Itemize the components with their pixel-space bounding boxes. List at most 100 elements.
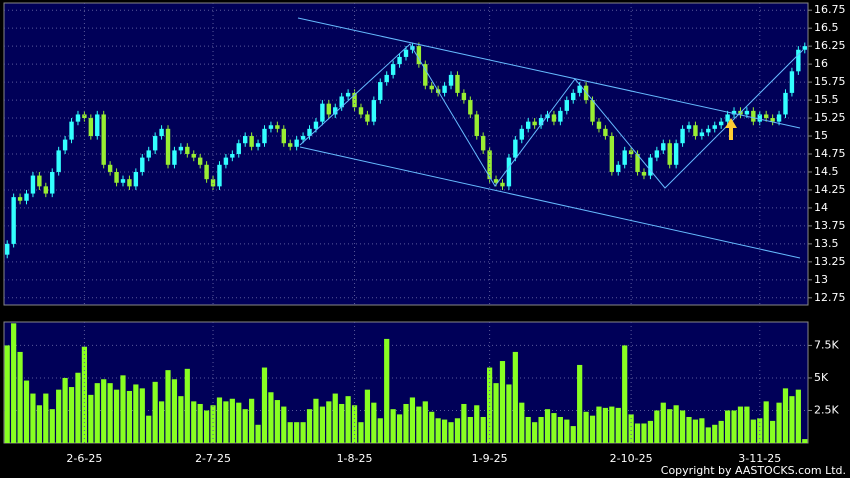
volume-bar [236, 402, 242, 443]
candle-body [603, 128, 608, 137]
volume-bar [146, 415, 152, 443]
y-tick-label: 12.75 [814, 291, 846, 304]
volume-bar [56, 389, 62, 443]
y-tick-label: 14.75 [814, 147, 846, 160]
candle-body [320, 103, 325, 122]
volume-bar [171, 379, 178, 443]
candle-body [307, 128, 312, 137]
x-tick-label: 2-7-25 [195, 452, 231, 465]
candle-body [255, 143, 261, 147]
candle-body [352, 92, 357, 108]
candle-body [262, 128, 267, 144]
volume-bar [499, 361, 506, 443]
candle-body [416, 46, 422, 65]
candle-body [75, 114, 81, 122]
y-tick-label: 13.5 [814, 237, 839, 250]
x-tick-label: 1-9-25 [472, 452, 508, 465]
volume-bar [345, 396, 351, 443]
candle-body [146, 150, 151, 158]
candle-body [526, 121, 531, 129]
channel-bottom [299, 146, 801, 259]
y-tick-label: 14.25 [814, 183, 846, 196]
candle-body [339, 96, 344, 108]
volume-bar [43, 393, 49, 443]
volume-bar [229, 398, 235, 443]
volume-bar [705, 427, 711, 443]
volume-bar [718, 420, 724, 443]
candle-body [5, 243, 10, 255]
volume-bar [107, 383, 113, 443]
candle-body [667, 143, 672, 165]
candle-body [140, 157, 145, 172]
candle-body [776, 114, 782, 122]
volume-bar [332, 393, 338, 443]
y-tick-label: 16.5 [814, 21, 839, 34]
volume-bar [268, 392, 274, 443]
volume-bar [750, 419, 756, 443]
x-tick-label: 2-6-25 [66, 452, 102, 465]
candle-body [56, 150, 61, 172]
volume-bar [519, 402, 525, 443]
candle-body [783, 92, 788, 115]
volume-bar [660, 402, 666, 443]
candle-body [403, 49, 409, 57]
y-tick-label: 15.75 [814, 75, 846, 88]
candle-body [326, 103, 332, 115]
candle-body [152, 136, 158, 151]
candle-body [268, 125, 274, 129]
volume-bar [306, 409, 313, 443]
candle-body [802, 46, 807, 50]
y-tick-label: 13.75 [814, 219, 846, 232]
volume-bar [628, 414, 634, 443]
y-tick-label: 14.5 [814, 165, 839, 178]
candle-body [648, 157, 653, 176]
volume-bar [249, 398, 255, 443]
volume-bar [474, 405, 480, 443]
volume-bar [795, 389, 801, 443]
candle-body [628, 150, 634, 154]
candle-body [82, 114, 87, 119]
candle-body [712, 125, 717, 129]
candle-body [230, 154, 235, 158]
trend-lines [297, 17, 804, 259]
volume-bar [731, 410, 737, 443]
candle-body [609, 136, 615, 172]
volume-bar [448, 422, 454, 443]
candle-body [693, 125, 698, 137]
candle-body [731, 110, 737, 115]
volume-bar [712, 424, 718, 443]
volume-bar [204, 410, 210, 443]
y-tick-label: 15.5 [814, 93, 839, 106]
candle-body [699, 132, 705, 137]
candle-body [107, 164, 113, 172]
candle-body [37, 175, 42, 187]
candle-body [616, 164, 621, 172]
candle-body [706, 128, 711, 133]
volume-bar [216, 397, 223, 443]
candle-body [763, 114, 769, 119]
candle-body [88, 118, 94, 137]
volume-bar [441, 419, 448, 443]
candle-body [538, 118, 544, 126]
y-tick-label: 16.25 [814, 39, 846, 52]
volume-bar [435, 418, 441, 443]
volume-bar [686, 416, 692, 443]
volume-bar [384, 338, 390, 443]
volume-bar [570, 426, 576, 443]
volume-bar [364, 389, 371, 443]
candle-body [294, 139, 299, 147]
candle-body [43, 186, 49, 194]
volume-bar [120, 375, 126, 443]
volume-bar [339, 403, 345, 443]
candle-body [500, 182, 505, 187]
y-tick-label: 16.75 [814, 3, 846, 16]
volume-bar [281, 406, 287, 443]
copyright: Copyright by AASTOCKS.com Ltd. [661, 464, 846, 477]
volume-bar [255, 424, 261, 443]
candle-body [243, 136, 248, 144]
volume-bar [36, 405, 42, 443]
volume-bar [242, 409, 248, 443]
zigzag [299, 43, 804, 189]
candle-body [114, 171, 119, 183]
volume-bar [300, 422, 306, 443]
